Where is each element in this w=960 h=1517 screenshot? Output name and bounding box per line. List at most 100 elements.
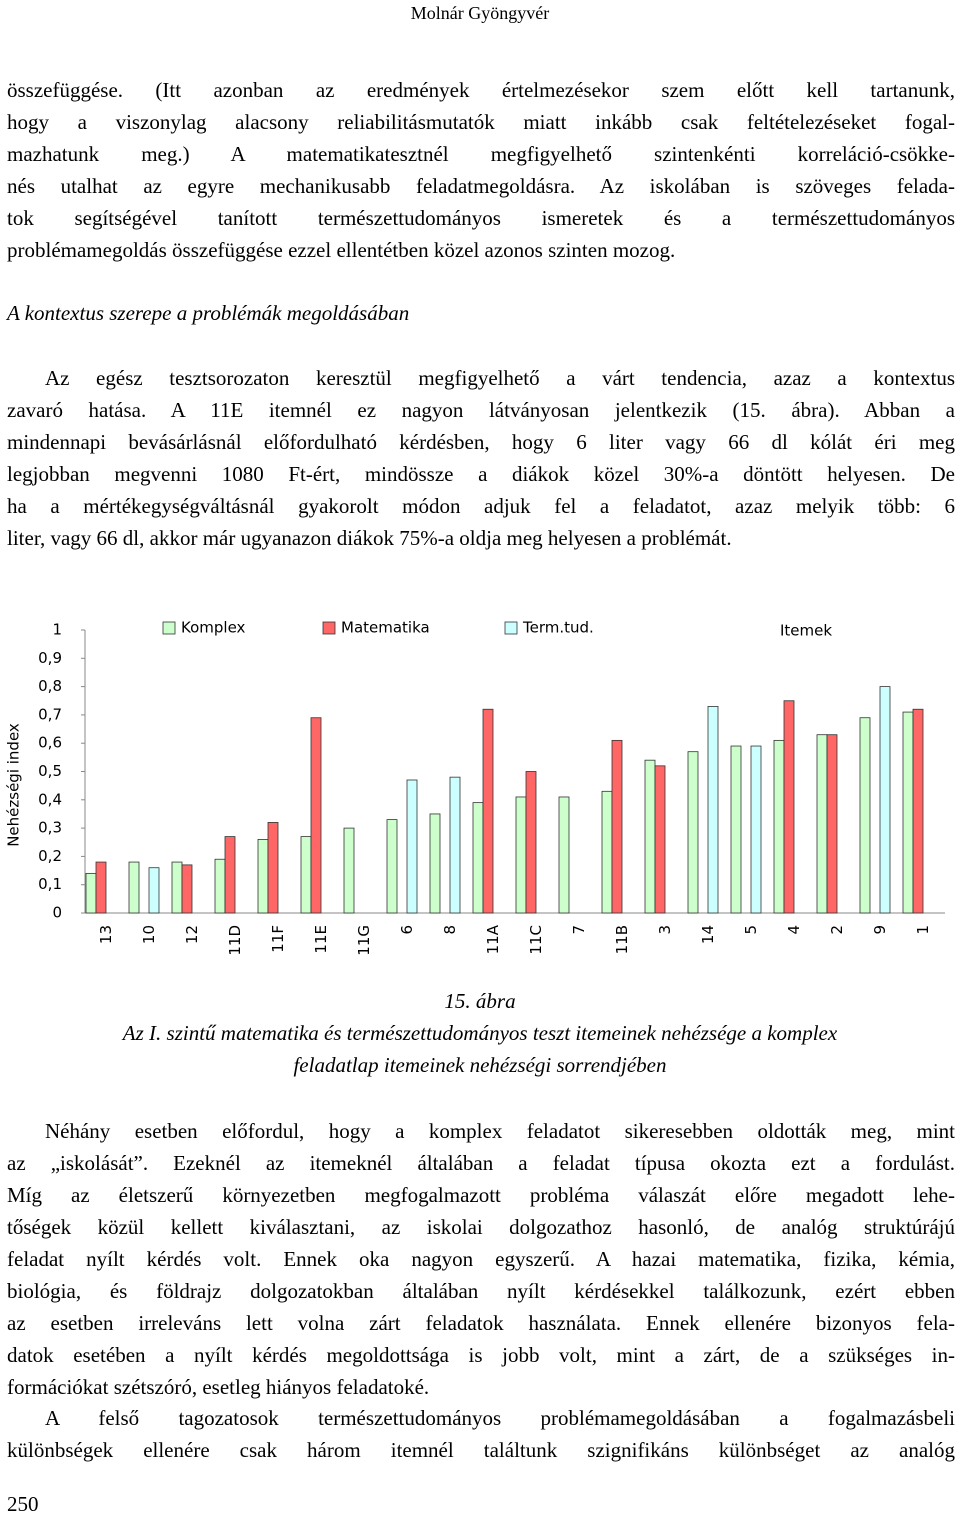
x-tick-label: 13 [97, 925, 115, 944]
bar [687, 751, 699, 914]
text-line: mindennapi bevásárlásnál előfordulható k… [7, 430, 955, 454]
bar [171, 861, 183, 914]
x-tick-label: 11A [484, 924, 502, 954]
text-line: feladat nyílt kérdés volt. Ennek oka nag… [7, 1247, 955, 1271]
x-tick-label: 11B [613, 925, 631, 954]
bar [406, 779, 418, 914]
bar [912, 708, 924, 914]
text-line: mazhatunk meg.) A matematikatesztnél meg… [7, 142, 955, 166]
legend-label: Term.tud. [522, 619, 594, 637]
bar [525, 771, 537, 914]
bar [773, 739, 785, 914]
text-line: ha a mértékegységváltásnál gyakorolt mód… [7, 494, 955, 518]
bar [148, 867, 160, 914]
bar [783, 700, 795, 914]
x-tick-label: 2 [828, 925, 846, 935]
x-tick-label: 11G [355, 925, 373, 956]
bar [257, 839, 269, 914]
paragraph: A felső tagozatosok természettudományos … [7, 1402, 955, 1466]
text-line: különbségek ellenére csak három itemnél … [7, 1438, 955, 1462]
bar [386, 819, 398, 914]
bar [859, 717, 871, 914]
text-line: legjobban megvenni 1080 Ft-ért, mindössz… [7, 462, 955, 486]
text-line: hogy a viszonylag alacsony reliabilitásm… [7, 110, 955, 134]
y-tick-label: 1 [52, 621, 62, 639]
y-tick-label: 0,2 [38, 847, 62, 865]
bar [707, 706, 719, 914]
page-number: 250 [7, 1492, 39, 1516]
paragraph: összefüggése. (Itt azonban az eredmények… [7, 74, 955, 266]
caption-line: Az I. szintű matematika és természettudo… [122, 1021, 838, 1045]
legend-label: Komplex [181, 619, 246, 637]
bar [750, 745, 762, 914]
x-tick-label: 4 [785, 925, 803, 935]
bar [429, 813, 441, 914]
legend-swatch [322, 621, 336, 635]
paragraph: Néhány esetben előfordul, hogy a komplex… [7, 1115, 955, 1403]
y-tick-label: 0,8 [38, 677, 62, 695]
chart: Nehézségi index Itemek 0 0,1 0,2 0,3 0,4 0,5 0… [5, 619, 945, 956]
bar [558, 796, 570, 914]
x-tick-label: 12 [183, 925, 201, 944]
x-tick-label: 6 [398, 925, 416, 935]
bar [95, 861, 107, 914]
bar [181, 864, 193, 914]
y-tick-label: 0,4 [38, 790, 62, 808]
text-line: Míg az életszerű környezetben megfogalma… [7, 1183, 955, 1207]
x-tick-label: 9 [871, 925, 889, 935]
bar [214, 858, 226, 914]
bar [611, 739, 623, 914]
legend-swatch [504, 621, 518, 635]
x-tick-label: 8 [441, 925, 459, 935]
paragraph: Az egész tesztsorozaton keresztül megfig… [7, 362, 955, 554]
x-tick-label: 14 [699, 925, 717, 944]
y-axis-label: Nehézségi index [5, 723, 23, 847]
text-line: tőségek közül kellett kiválasztani, az i… [7, 1215, 955, 1239]
x-tick-label: 11D [226, 925, 244, 956]
bar [816, 734, 828, 914]
x-axis-label: Itemek [780, 622, 832, 640]
bar [482, 708, 494, 914]
x-tick-label: 1 [914, 925, 932, 935]
text-line: tok segítségével tanított természettudom… [7, 206, 955, 230]
text-line: problémamegoldás összefüggése ezzel elle… [7, 238, 676, 262]
text-line: Néhány esetben előfordul, hogy a komplex… [45, 1119, 955, 1143]
bar [85, 872, 97, 914]
x-tick-label: 10 [140, 925, 158, 944]
figure-number: 15. ábra [444, 989, 516, 1013]
text-line: az „iskolását”. Ezeknél az itemeknél ált… [7, 1151, 955, 1175]
caption-line: feladatlap itemeinek nehézségi sorrendjé… [293, 1053, 667, 1077]
figure-caption: 15. ábra Az I. szintű matematika és term… [0, 985, 960, 1081]
text-line: nés utalhat az egyre mechanikusabb felad… [7, 174, 955, 198]
bar [310, 717, 322, 914]
text-line: Az egész tesztsorozaton keresztül megfig… [45, 366, 955, 390]
bar [879, 686, 891, 914]
y-tick-label: 0,1 [38, 875, 62, 893]
text-line: liter, vagy 66 dl, akkor már ugyanazon d… [7, 526, 732, 550]
bar [224, 836, 236, 914]
y-tick-label: 0,6 [38, 734, 62, 752]
bar [300, 836, 312, 914]
x-tick-label: 11C [527, 925, 545, 955]
y-tick-label: 0,3 [38, 819, 62, 837]
text-line: formációkat szétszóró, esetleg hiányos f… [7, 1375, 430, 1399]
bar [515, 796, 527, 914]
text-line: biológia, és földrajz dolgozatokban álta… [7, 1279, 955, 1303]
running-header: Molnár Gyöngyvér [410, 3, 550, 23]
bar [730, 745, 742, 914]
x-tick-label: 11E [312, 925, 330, 954]
text-line: datok esetében a nyílt kérdés megoldotts… [7, 1343, 955, 1367]
bar [128, 861, 140, 914]
bar [902, 711, 914, 914]
x-tick-label: 5 [742, 925, 760, 935]
bar [449, 776, 461, 914]
y-tick-label: 0,7 [38, 705, 62, 723]
bar [644, 759, 656, 914]
bar [343, 827, 355, 914]
bar [654, 765, 666, 914]
text-line: összefüggése. (Itt azonban az eredmények… [7, 78, 955, 102]
x-tick-label: 11F [269, 925, 287, 953]
bar [826, 734, 838, 914]
y-tick-label: 0,9 [38, 649, 62, 667]
